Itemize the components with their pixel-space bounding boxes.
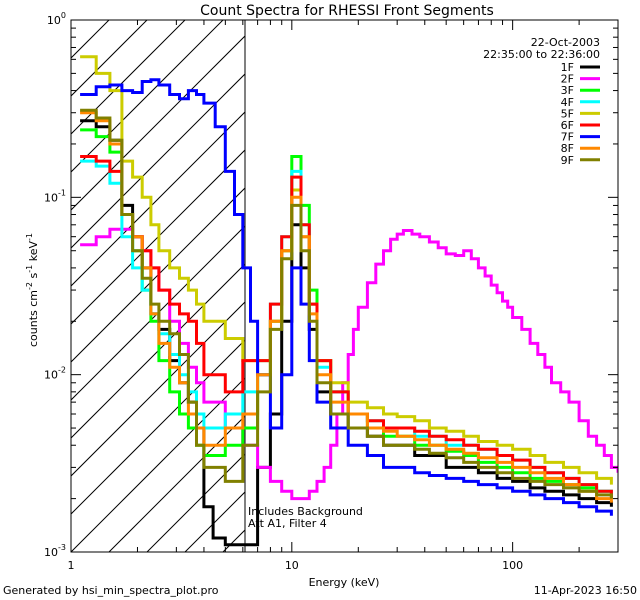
hatch-line [71,377,245,552]
y-label-end: keV [27,241,40,265]
y-label-exp1: -2 [25,282,34,290]
y-axis-ticks: 100 10-1 10-2 10-3 [44,11,618,559]
y-label-mid: s [27,272,40,281]
footer-timestamp: 11-Apr-2023 16:50 [534,584,637,597]
hatch-line [146,453,245,552]
plot-frame [70,19,619,553]
hatch-line [71,20,224,173]
x-tick-label: 10 [285,559,299,572]
legend-label-8f: 8F [561,142,574,155]
annotation-background: Includes Background [248,505,363,518]
series-line-2f [80,227,618,501]
y-label-exp2: -1 [25,265,34,273]
y-tick-label: 10-1 [44,188,66,204]
series-line-9f [80,108,613,499]
hatch-line [71,187,245,363]
hatch-line [71,20,186,135]
y-axis-label: counts cm-2 s-1 keV-1 [25,233,40,347]
x-tick-label: 1 [68,559,75,572]
hatch-line [71,73,245,249]
y-tick-label: 10-2 [44,366,66,382]
y-tick-label: 100 [47,11,66,27]
legend-label-3f: 3F [561,84,574,97]
hatch-line [71,263,245,439]
x-tick-label: 100 [502,559,523,572]
annotation-attenuator: Att A1, Filter 4 [248,517,327,530]
y-tick-label: 10-3 [44,543,66,559]
legend-label-9f: 9F [561,154,574,167]
legend-label-7f: 7F [561,131,574,144]
legend-label-6f: 6F [561,119,574,132]
footer-generated-by: Generated by hsi_min_spectra_plot.pro [3,584,219,597]
hatch-line [71,301,245,477]
legend-label-5f: 5F [561,107,574,120]
hatch-line [71,149,245,325]
hatched-region [71,20,245,552]
hatch-line [108,415,245,552]
hatch-line [71,339,245,515]
date-label: 22-Oct-2003 [531,36,600,49]
y-label-base: counts cm [27,290,40,347]
x-axis-label: Energy (keV) [309,576,380,589]
series-line-6f [80,155,613,499]
chart-title: Count Spectra for RHESSI Front Segments [200,3,494,19]
series-line-7f [80,78,613,516]
series-layer [80,55,618,547]
y-label-exp3: -1 [25,233,34,241]
legend-label-2f: 2F [561,73,574,86]
legend-label-4f: 4F [561,96,574,109]
time-range-label: 22:35:00 to 22:36:00 [483,48,600,61]
legend-label-1f: 1F [561,61,574,74]
hatch-line [71,35,245,211]
x-axis-ticks: 1 10 100 [68,20,619,572]
hatch-line [71,225,245,401]
